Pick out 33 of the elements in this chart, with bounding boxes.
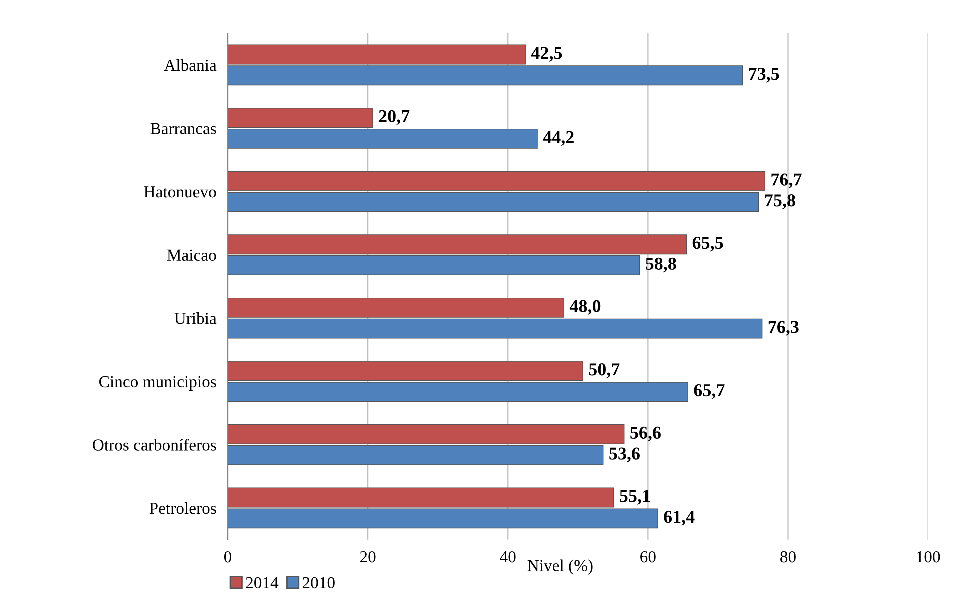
y-tick-label: Petroleros [150, 502, 216, 514]
data-label: 65,7 [694, 384, 725, 400]
data-label: 55,1 [620, 490, 650, 505]
y-tick-label: Hatonuevo [144, 186, 216, 198]
x-tick-label: 80 [780, 551, 796, 563]
data-label: 48,0 [570, 300, 601, 316]
data-label: 56,6 [630, 426, 661, 442]
y-tick-label: Otros carboníferos [93, 438, 216, 451]
data-label: 73,5 [749, 68, 780, 83]
data-label: 44,2 [543, 131, 574, 146]
data-label: 61,4 [664, 511, 695, 526]
data-label: 50,7 [589, 364, 620, 378]
x-tick-label: 0 [224, 551, 232, 563]
legend-label: 2014 [246, 577, 279, 589]
y-tick-label: Albania [164, 59, 217, 72]
data-label: 65,5 [692, 237, 724, 252]
x-tick-label: 40 [500, 551, 516, 563]
x-axis-title: Nivel (%) [528, 560, 593, 575]
y-tick-label: Uribia [174, 312, 217, 324]
x-tick-label: 20 [360, 551, 376, 563]
data-label: 58,8 [646, 258, 676, 273]
legend-label: 2010 [302, 577, 335, 589]
data-label: 42,5 [531, 47, 562, 62]
data-label: 76,7 [772, 174, 802, 188]
data-label: 76,3 [768, 321, 799, 336]
data-label: 20,7 [379, 110, 410, 126]
data-label: 75,8 [765, 194, 796, 210]
x-tick-label: 60 [640, 551, 656, 563]
x-tick-label: 100 [917, 551, 940, 563]
y-tick-label: Barrancas [150, 123, 216, 134]
y-tick-label: Maicao [167, 250, 216, 262]
data-label: 53,6 [610, 448, 640, 462]
y-tick-label: Cinco municipios [100, 376, 216, 391]
